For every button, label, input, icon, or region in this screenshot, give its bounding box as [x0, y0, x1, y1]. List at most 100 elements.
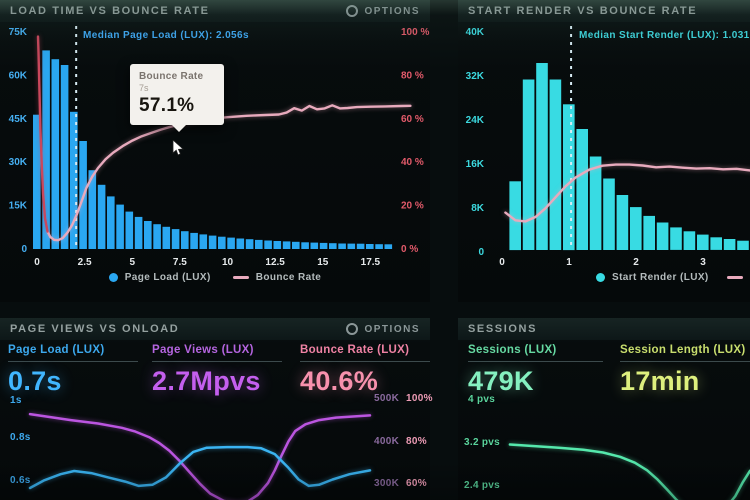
- axis-tick-label: 500K: [374, 393, 400, 404]
- start-render-bar[interactable]: [522, 79, 535, 251]
- metric-label: Page Views (LUX): [152, 344, 282, 362]
- panel-header: PAGE VIEWS VS ONLOAD OPTIONS: [0, 318, 430, 340]
- load-time-bar[interactable]: [116, 204, 124, 249]
- load-time-bar[interactable]: [60, 65, 69, 249]
- load-time-bar[interactable]: [375, 244, 383, 249]
- metric-value: 479K: [468, 366, 534, 396]
- start-render-bar[interactable]: [603, 178, 615, 251]
- load-time-bar[interactable]: [310, 242, 319, 249]
- start-render-bar[interactable]: [616, 195, 629, 250]
- start-render-bar[interactable]: [630, 207, 642, 250]
- load-time-bar[interactable]: [319, 242, 328, 249]
- load-time-bar[interactable]: [199, 234, 208, 249]
- tooltip: Bounce Rate 7s 57.1%: [130, 64, 224, 132]
- load-time-bar[interactable]: [70, 111, 78, 249]
- load-time-bar[interactable]: [218, 236, 226, 249]
- start-render-bar[interactable]: [549, 79, 562, 251]
- load-time-bar[interactable]: [347, 243, 356, 249]
- options-label: OPTIONS: [364, 5, 420, 17]
- metric-value: 40.6%: [300, 366, 379, 396]
- axis-tick-label: 1s: [10, 395, 22, 406]
- load-time-bar[interactable]: [329, 243, 337, 249]
- bounce-rate-dash-icon: [726, 276, 743, 279]
- load-time-bar[interactable]: [236, 238, 245, 250]
- axis-tick-label: 7.5: [173, 257, 187, 267]
- axis-tick-label: 300K: [374, 478, 400, 489]
- axis-tick-label: 60 %: [401, 114, 424, 125]
- load-time-bar[interactable]: [292, 241, 300, 249]
- page-load-dot-icon: [108, 273, 118, 282]
- panel-title: START RENDER VS BOUNCE RATE: [468, 5, 698, 17]
- axis-tick-label: 10: [222, 257, 234, 267]
- load-time-bar[interactable]: [227, 237, 235, 249]
- start-render-bar[interactable]: [683, 231, 696, 250]
- axis-tick-label: 0.8s: [10, 432, 31, 443]
- panel-title: SESSIONS: [468, 323, 538, 335]
- load-time-bar[interactable]: [338, 243, 346, 250]
- legend-item-page-load[interactable]: Page Load (LUX): [108, 272, 211, 283]
- axis-tick-label: 80%: [406, 436, 427, 447]
- start-render-bar[interactable]: [536, 63, 548, 250]
- start-render-bar[interactable]: [589, 156, 602, 251]
- start-render-bar[interactable]: [723, 239, 736, 250]
- load-time-bar[interactable]: [162, 226, 171, 249]
- load-time-bar[interactable]: [366, 244, 374, 249]
- options-label: OPTIONS: [364, 323, 420, 335]
- metric-bounce-rate: Bounce Rate (LUX) 40.6%: [300, 344, 430, 397]
- load-time-bar[interactable]: [42, 50, 50, 250]
- legend-item-bounce-rate[interactable]: Bounce Rate: [232, 272, 322, 283]
- load-time-bar[interactable]: [88, 170, 97, 249]
- start-render-bar[interactable]: [643, 215, 655, 250]
- legend-item-bounce-rate[interactable]: Bounce Rate: [726, 272, 750, 283]
- load-time-bar[interactable]: [97, 184, 106, 249]
- tooltip-title: Bounce Rate: [139, 71, 204, 82]
- tooltip-subtitle: 7s: [139, 83, 149, 93]
- panel-header: START RENDER VS BOUNCE RATE: [458, 0, 750, 22]
- start-render-bar[interactable]: [710, 237, 722, 250]
- axis-tick-label: 15K: [9, 201, 28, 212]
- axis-tick-label: 1: [566, 257, 572, 267]
- tooltip-value: 57.1%: [139, 95, 195, 116]
- load-time-bar[interactable]: [301, 242, 309, 249]
- load-time-bar[interactable]: [356, 243, 365, 249]
- start-render-bar[interactable]: [509, 181, 521, 251]
- start-render-bar[interactable]: [576, 129, 588, 250]
- load-time-bar[interactable]: [273, 241, 282, 249]
- load-time-bar[interactable]: [264, 240, 272, 250]
- load-time-bar[interactable]: [171, 229, 180, 249]
- load-time-bar[interactable]: [33, 114, 41, 249]
- axis-tick-label: 100%: [406, 393, 433, 404]
- panel-page-views-vs-onload: PAGE VIEWS VS ONLOAD OPTIONS Page Load (…: [0, 318, 433, 500]
- load-time-bar[interactable]: [208, 235, 217, 249]
- metric-page-load: Page Load (LUX) 0.7s: [8, 344, 138, 397]
- load-time-bar[interactable]: [144, 221, 152, 249]
- axis-tick-label: 3: [700, 257, 706, 267]
- load-time-bar[interactable]: [190, 232, 198, 249]
- load-time-bar[interactable]: [107, 196, 115, 249]
- axis-tick-label: 60K: [9, 70, 28, 81]
- load-time-bar[interactable]: [125, 211, 134, 249]
- panel-load-time-vs-bounce-rate: LOAD TIME VS BOUNCE RATE OPTIONS 75K 60K 4…: [0, 0, 430, 302]
- start-render-bar[interactable]: [656, 222, 669, 251]
- start-render-bar[interactable]: [737, 240, 749, 250]
- options-button[interactable]: OPTIONS: [346, 323, 420, 335]
- start-render-bar[interactable]: [670, 227, 682, 250]
- start-render-bar[interactable]: [563, 104, 575, 251]
- load-time-bar[interactable]: [181, 231, 189, 249]
- median-annotation: Median Page Load (LUX): 2.056s: [83, 30, 249, 41]
- load-time-bar[interactable]: [255, 239, 263, 249]
- metric-sessions: Sessions (LUX) 479K: [468, 344, 603, 397]
- metric-label: Session Length (LUX): [620, 344, 750, 362]
- load-time-bar[interactable]: [134, 216, 143, 249]
- load-time-bar[interactable]: [51, 59, 60, 250]
- axis-tick-label: 80 %: [401, 70, 424, 81]
- load-time-bar[interactable]: [384, 244, 393, 249]
- legend-item-start-render[interactable]: Start Render (LUX): [596, 272, 709, 283]
- start-render-bar[interactable]: [697, 234, 709, 250]
- load-time-bar[interactable]: [245, 239, 254, 249]
- axis-tick-label: 100 %: [401, 27, 429, 38]
- load-time-bar[interactable]: [282, 241, 291, 249]
- load-time-bar[interactable]: [153, 224, 161, 249]
- options-button[interactable]: OPTIONS: [346, 5, 420, 17]
- mouse-cursor-icon: [172, 140, 184, 156]
